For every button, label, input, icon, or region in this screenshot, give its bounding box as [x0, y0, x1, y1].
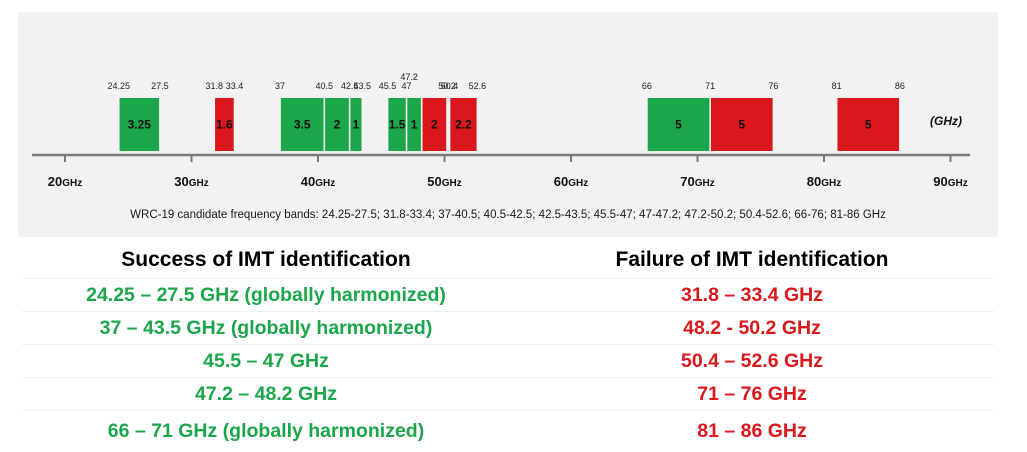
- success-cell: 37 – 43.5 GHz (globally harmonized): [99, 317, 433, 339]
- band-edge-label: 27.5: [151, 81, 169, 91]
- axis-tick-label: 30GHz: [174, 174, 208, 189]
- band-bar: [325, 98, 349, 151]
- failure-cell: 50.4 – 52.6 GHz: [680, 350, 823, 372]
- axis-tick-label: 70GHz: [680, 174, 714, 189]
- success-cell: 24.25 – 27.5 GHz (globally harmonized): [86, 284, 446, 306]
- band-edge-label: 42.5: [341, 81, 359, 91]
- band-bar: [407, 98, 421, 151]
- band-bar: [280, 98, 324, 151]
- band-bar: [647, 98, 710, 151]
- axis-tick-label: 20GHz: [48, 174, 82, 189]
- band-bar: [422, 98, 447, 151]
- band-edge-label: 71: [705, 81, 715, 91]
- band-width-label: 5: [865, 118, 872, 132]
- band-edge-label: 81: [832, 81, 842, 91]
- band-edge-label: 66: [642, 81, 652, 91]
- table-row: 37 – 43.5 GHz (globally harmonized) 48.2…: [22, 311, 994, 345]
- band-width-label: 1: [353, 118, 360, 132]
- success-cell: 47.2 – 48.2 GHz: [194, 383, 337, 405]
- table-row: 24.25 – 27.5 GHz (globally harmonized) 3…: [22, 278, 994, 312]
- band-width-label: 1.5: [389, 118, 406, 132]
- failure-cell: 48.2 - 50.2 GHz: [683, 317, 821, 339]
- failure-cell: 71 – 76 GHz: [697, 383, 807, 405]
- band-width-label: 2: [334, 118, 341, 132]
- failure-cell: 81 – 86 GHz: [697, 420, 807, 442]
- unit-label: (GHz): [930, 114, 962, 128]
- band-bar: [119, 98, 160, 151]
- success-cell: 45.5 – 47 GHz: [203, 350, 329, 372]
- axis-tick-label: 50GHz: [427, 174, 461, 189]
- band-width-label: 2: [431, 118, 438, 132]
- table-row: 47.2 – 48.2 GHz 71 – 76 GHz: [22, 377, 994, 411]
- band-width-label: 3.25: [128, 118, 152, 132]
- band-edge-label: 24.25: [107, 81, 130, 91]
- band-edge-label: 31.8: [206, 81, 224, 91]
- band-width-label: 1.6: [216, 118, 233, 132]
- band-edge-label: 50.4: [441, 81, 459, 91]
- band-edge-label: 47: [402, 81, 412, 91]
- band-edge-label: 33.4: [226, 81, 244, 91]
- band-edge-label: 43.5: [354, 81, 372, 91]
- band-bar: [388, 98, 406, 151]
- band-edge-label: 40.5: [316, 81, 334, 91]
- band-bar: [215, 98, 234, 151]
- band-bar: [450, 98, 477, 151]
- band-edge-label: 37: [275, 81, 285, 91]
- success-cell: 66 – 71 GHz (globally harmonized): [107, 420, 425, 442]
- table-row: 45.5 – 47 GHz 50.4 – 52.6 GHz: [22, 344, 994, 378]
- band-edge-label: 52.6: [469, 81, 487, 91]
- table-header-row: Success of IMT identification Failure of…: [22, 242, 994, 278]
- failure-header: Failure of IMT identification: [615, 248, 889, 271]
- band-bar: [837, 98, 900, 151]
- axis-tick-label: 80GHz: [807, 174, 841, 189]
- success-header: Success of IMT identification: [121, 248, 411, 271]
- band-edge-label: 50.2: [438, 81, 456, 91]
- band-width-label: 3.5: [294, 118, 311, 132]
- band-width-label: 5: [675, 118, 682, 132]
- axis-tick-label: 40GHz: [301, 174, 335, 189]
- axis-tick-label: 90GHz: [933, 174, 967, 189]
- band-width-label: 2.2: [455, 118, 472, 132]
- table-row: 66 – 71 GHz (globally harmonized) 81 – 8…: [22, 410, 994, 449]
- band-bar: [710, 98, 773, 151]
- band-edge-label: 45.5: [379, 81, 397, 91]
- band-edge-label: 76: [768, 81, 778, 91]
- band-edge-label: 47.2: [400, 72, 418, 82]
- band-edge-label: 86: [895, 81, 905, 91]
- band-width-label: 5: [738, 118, 745, 132]
- band-width-label: 1: [411, 118, 418, 132]
- axis-tick-label: 60GHz: [554, 174, 588, 189]
- band-bar: [350, 98, 362, 151]
- spectrum-diagram: 3.25 1.6 3.5 2 1 1.5 1 2 2.2 5 5 5 20GHz 30GHz 40GHz 50…: [18, 12, 998, 237]
- bands-caption: WRC-19 candidate frequency bands: 24.25-…: [130, 209, 886, 221]
- failure-cell: 31.8 – 33.4 GHz: [680, 284, 823, 306]
